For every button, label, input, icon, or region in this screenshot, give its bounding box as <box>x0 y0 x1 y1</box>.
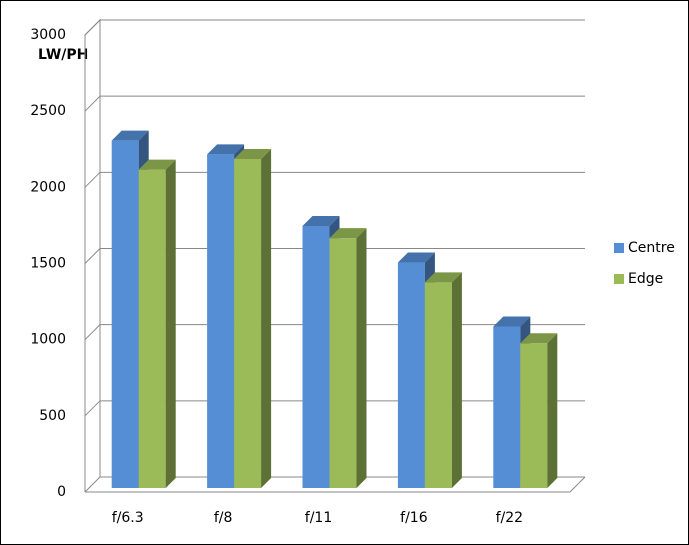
floor <box>85 476 586 493</box>
bars: f/6.3 f/8 f/11 f/16 f/22 <box>111 130 558 526</box>
y-tick-label: 1500 <box>30 256 66 272</box>
bar <box>138 159 176 488</box>
bar-side <box>165 159 176 488</box>
bar-front <box>424 282 452 488</box>
bar-front <box>493 326 521 488</box>
bar-front <box>329 238 357 488</box>
bar-front <box>520 343 548 488</box>
y-tick-label: 3000 <box>30 27 66 43</box>
legend-swatch <box>614 274 624 284</box>
bar-front <box>207 154 235 488</box>
y-axis-label: LW/PH <box>38 47 88 63</box>
x-tick-label: f/16 <box>400 510 428 526</box>
x-tick-label: f/22 <box>496 510 523 526</box>
grid-line <box>84 95 585 112</box>
grid-line <box>84 171 585 188</box>
bar <box>329 228 367 488</box>
bar-front <box>111 140 139 488</box>
y-tick-label: 2500 <box>30 103 66 119</box>
bar <box>234 148 272 488</box>
legend-label: Edge <box>628 271 663 287</box>
bar-top <box>138 159 176 170</box>
bar-top <box>520 333 558 344</box>
bar-side <box>356 228 367 488</box>
y-tick-label: 500 <box>39 408 66 424</box>
bar <box>424 272 462 488</box>
legend: Centre Edge <box>614 240 675 287</box>
bar-side <box>547 333 558 488</box>
bar-top <box>234 148 272 159</box>
bar-top <box>111 130 149 141</box>
bar-top <box>302 215 340 226</box>
x-tick-label: f/6.3 <box>112 510 144 526</box>
bar <box>520 333 558 488</box>
y-tick-label: 0 <box>57 484 66 500</box>
bar-side <box>451 272 462 488</box>
grid-line <box>84 19 585 36</box>
bar-top <box>493 316 531 327</box>
bar-side <box>261 148 272 488</box>
x-tick-label: f/8 <box>214 510 233 526</box>
bar-top <box>397 252 435 263</box>
bar-top <box>207 144 245 155</box>
bar-top <box>424 272 462 283</box>
bar-front <box>138 169 166 488</box>
bar-front <box>397 262 425 488</box>
y-tick-label: 1000 <box>30 332 66 348</box>
x-tick-label: f/11 <box>305 510 332 526</box>
bar-top <box>329 228 367 239</box>
y-tick-label: 2000 <box>30 179 66 195</box>
legend-swatch <box>614 243 624 253</box>
legend-label: Centre <box>628 240 675 256</box>
bar-front <box>234 158 262 488</box>
grid-line <box>84 248 585 264</box>
bar-front <box>302 225 330 488</box>
